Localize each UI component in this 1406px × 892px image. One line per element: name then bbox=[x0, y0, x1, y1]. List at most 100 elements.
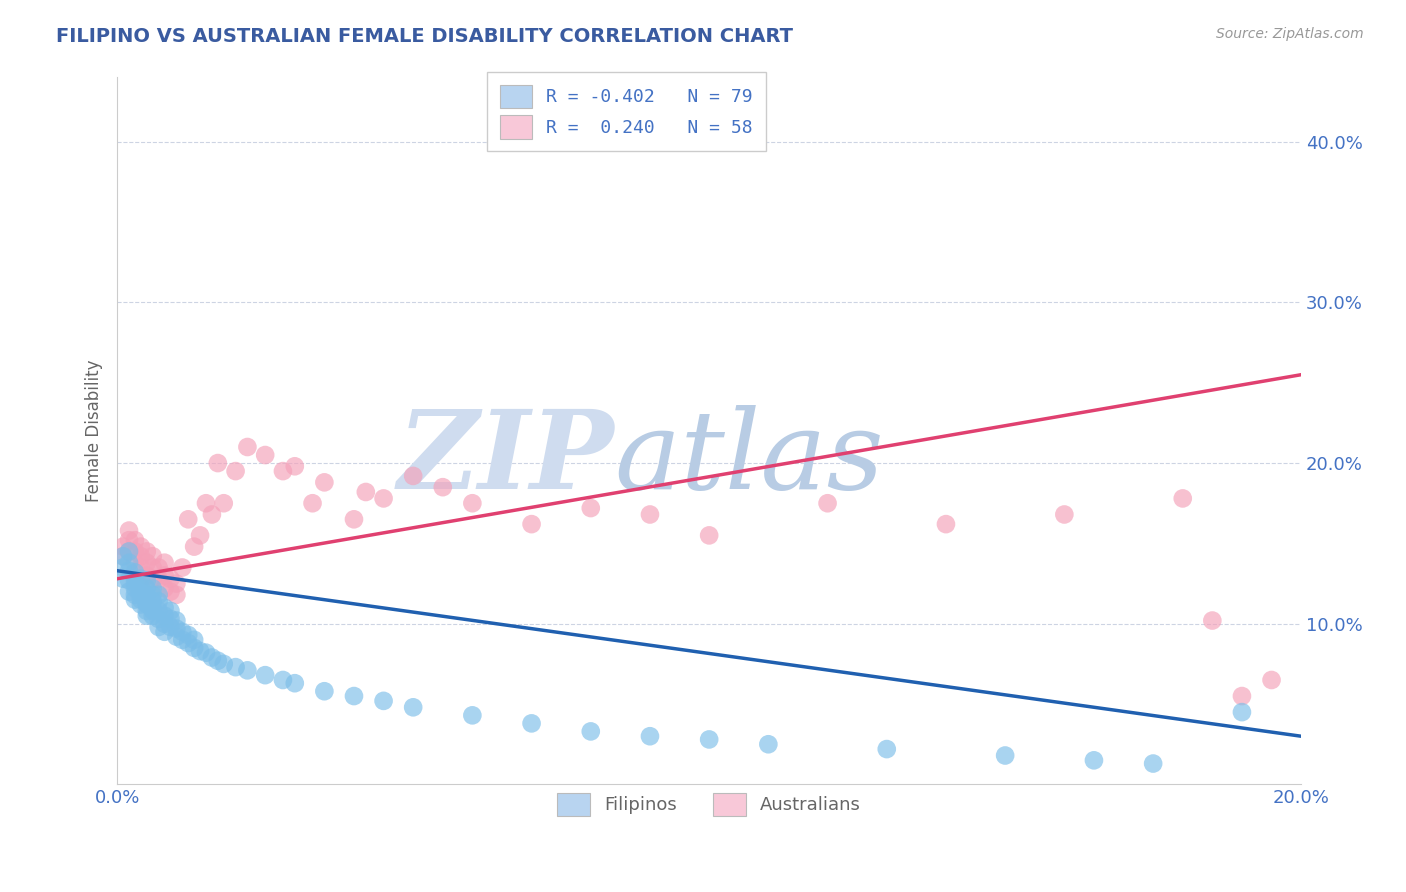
Point bbox=[177, 512, 200, 526]
Point bbox=[195, 646, 218, 660]
Point bbox=[284, 459, 307, 474]
Point bbox=[1142, 756, 1164, 771]
Point bbox=[207, 456, 229, 470]
Point bbox=[876, 742, 898, 756]
Point bbox=[118, 544, 141, 558]
Point bbox=[148, 560, 170, 574]
Point bbox=[254, 448, 277, 462]
Point bbox=[1083, 753, 1105, 767]
Point bbox=[402, 469, 425, 483]
Point bbox=[135, 604, 157, 618]
Point bbox=[225, 464, 247, 478]
Point bbox=[697, 732, 720, 747]
Point bbox=[994, 748, 1017, 763]
Legend: Filipinos, Australians: Filipinos, Australians bbox=[548, 784, 870, 825]
Point bbox=[373, 694, 395, 708]
Point bbox=[153, 582, 176, 596]
Point bbox=[129, 572, 152, 586]
Point bbox=[354, 485, 377, 500]
Point bbox=[129, 598, 152, 612]
Point bbox=[118, 544, 141, 558]
Point bbox=[112, 549, 135, 564]
Point bbox=[817, 496, 839, 510]
Point bbox=[135, 544, 157, 558]
Point bbox=[148, 594, 170, 608]
Point bbox=[236, 440, 259, 454]
Point bbox=[188, 644, 211, 658]
Point bbox=[301, 496, 323, 510]
Point bbox=[1260, 673, 1282, 687]
Point bbox=[177, 636, 200, 650]
Point bbox=[124, 556, 146, 570]
Point bbox=[135, 588, 157, 602]
Point bbox=[118, 524, 141, 538]
Point bbox=[212, 657, 235, 671]
Point bbox=[135, 596, 157, 610]
Text: Source: ZipAtlas.com: Source: ZipAtlas.com bbox=[1216, 27, 1364, 41]
Point bbox=[520, 716, 543, 731]
Point bbox=[172, 560, 194, 574]
Point bbox=[129, 540, 152, 554]
Point bbox=[112, 549, 135, 564]
Point bbox=[638, 508, 661, 522]
Point bbox=[638, 729, 661, 743]
Point bbox=[124, 566, 146, 580]
Point bbox=[118, 556, 141, 570]
Point bbox=[112, 540, 135, 554]
Point bbox=[1053, 508, 1076, 522]
Text: atlas: atlas bbox=[614, 406, 884, 513]
Point bbox=[159, 604, 181, 618]
Point bbox=[165, 622, 187, 636]
Point bbox=[343, 512, 366, 526]
Point bbox=[124, 533, 146, 548]
Point bbox=[153, 624, 176, 639]
Point bbox=[129, 560, 152, 574]
Point bbox=[124, 544, 146, 558]
Point bbox=[271, 464, 294, 478]
Point bbox=[201, 650, 224, 665]
Point bbox=[135, 582, 157, 596]
Point bbox=[183, 632, 205, 647]
Point bbox=[129, 549, 152, 564]
Point bbox=[153, 616, 176, 631]
Point bbox=[124, 582, 146, 596]
Point bbox=[284, 676, 307, 690]
Point bbox=[236, 664, 259, 678]
Point bbox=[579, 501, 602, 516]
Point bbox=[254, 668, 277, 682]
Point bbox=[153, 600, 176, 615]
Point bbox=[159, 572, 181, 586]
Point bbox=[165, 614, 187, 628]
Point bbox=[118, 564, 141, 578]
Point bbox=[135, 568, 157, 582]
Point bbox=[129, 588, 152, 602]
Point bbox=[1171, 491, 1194, 506]
Point bbox=[153, 556, 176, 570]
Point bbox=[172, 632, 194, 647]
Point bbox=[579, 724, 602, 739]
Point bbox=[207, 654, 229, 668]
Point bbox=[461, 708, 484, 723]
Point bbox=[129, 580, 152, 594]
Point bbox=[172, 624, 194, 639]
Point bbox=[935, 517, 957, 532]
Point bbox=[159, 612, 181, 626]
Point bbox=[343, 689, 366, 703]
Point bbox=[520, 517, 543, 532]
Point bbox=[148, 572, 170, 586]
Point bbox=[271, 673, 294, 687]
Point bbox=[142, 560, 165, 574]
Point bbox=[135, 574, 157, 588]
Point bbox=[142, 604, 165, 618]
Point bbox=[212, 496, 235, 510]
Point bbox=[148, 588, 170, 602]
Point bbox=[756, 737, 779, 751]
Point bbox=[183, 640, 205, 655]
Point bbox=[142, 549, 165, 564]
Point bbox=[135, 598, 157, 612]
Point bbox=[165, 630, 187, 644]
Point bbox=[148, 604, 170, 618]
Point bbox=[402, 700, 425, 714]
Point bbox=[135, 608, 157, 623]
Point bbox=[183, 540, 205, 554]
